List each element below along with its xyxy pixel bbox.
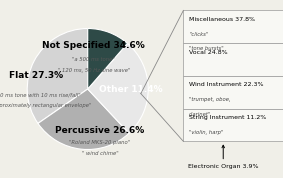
Text: "an approximately rectangular envelope": "an approximately rectangular envelope" [0, 103, 91, 108]
Text: "trumpet, oboe,: "trumpet, oboe, [189, 97, 231, 102]
Wedge shape [88, 43, 148, 133]
Text: Electronic Organ 3.9%: Electronic Organ 3.9% [188, 145, 258, 169]
Text: "clicks": "clicks" [189, 32, 208, 37]
Text: Percussive 26.6%: Percussive 26.6% [55, 126, 144, 135]
Text: Vocal 24.8%: Vocal 24.8% [189, 50, 228, 55]
Text: "100 ms tone with 10 ms rise/fall": "100 ms tone with 10 ms rise/fall" [0, 93, 81, 98]
Text: Not Specified 34.6%: Not Specified 34.6% [42, 41, 145, 50]
Text: clarinet": clarinet" [189, 112, 211, 117]
Text: " wind chime": " wind chime" [82, 151, 118, 156]
Text: " 120 ms, 50 Hz sine wave": " 120 ms, 50 Hz sine wave" [58, 68, 130, 73]
FancyBboxPatch shape [183, 76, 283, 109]
FancyBboxPatch shape [183, 43, 283, 76]
Text: Flat 27.3%: Flat 27.3% [9, 71, 63, 80]
Text: "a 500 ms tone": "a 500 ms tone" [72, 57, 115, 62]
Wedge shape [27, 28, 88, 123]
Text: "violin, harp": "violin, harp" [189, 130, 223, 135]
Text: Wind Instrument 22.3%: Wind Instrument 22.3% [189, 82, 263, 87]
Wedge shape [88, 28, 127, 89]
Text: "Roland MKS-20 piano": "Roland MKS-20 piano" [69, 140, 130, 145]
Text: "tone bursts": "tone bursts" [189, 46, 224, 51]
Text: String Instrument 11.2%: String Instrument 11.2% [189, 115, 266, 120]
Wedge shape [38, 89, 129, 150]
Text: Miscellaneous 37.8%: Miscellaneous 37.8% [189, 17, 255, 22]
FancyBboxPatch shape [183, 10, 283, 43]
Text: Other 11.4%: Other 11.4% [100, 85, 163, 93]
FancyBboxPatch shape [183, 109, 283, 141]
